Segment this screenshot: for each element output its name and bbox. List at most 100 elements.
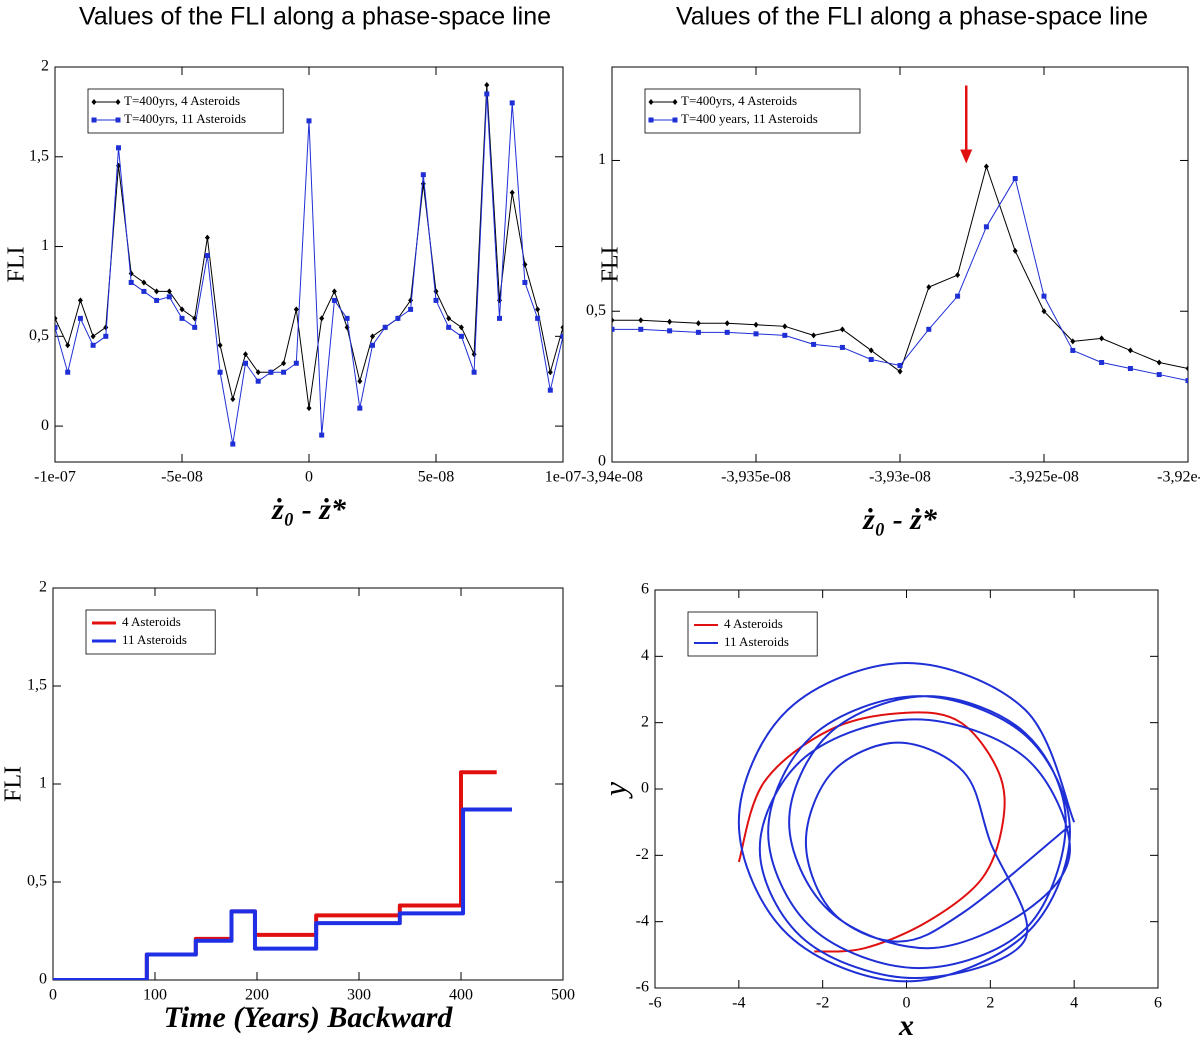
legend-box — [687, 611, 818, 657]
marker — [509, 100, 515, 106]
y-tick-label: 0 — [39, 971, 47, 988]
plot-area — [737, 661, 1076, 983]
marker — [638, 317, 644, 324]
x-tick-label: -3,93e-08 — [869, 469, 931, 486]
series-line — [737, 711, 1006, 953]
x-tick-label: -3,925e-08 — [1009, 469, 1079, 486]
y-tick-label: 2 — [41, 58, 49, 75]
marker — [293, 306, 299, 313]
y-axis-label: FLI — [1, 766, 27, 802]
marker — [370, 333, 375, 340]
y-tick-label: 2 — [39, 579, 47, 596]
y-tick-label: 1 — [598, 151, 606, 168]
marker — [77, 315, 83, 321]
marker — [458, 324, 464, 331]
marker — [955, 293, 961, 299]
marker — [811, 341, 817, 347]
marker — [230, 396, 236, 403]
marker — [1012, 176, 1018, 182]
marker — [77, 297, 83, 304]
marker — [204, 234, 210, 241]
legend-box — [85, 609, 216, 655]
marker — [926, 284, 932, 291]
marker — [458, 333, 464, 339]
marker — [868, 356, 874, 362]
marker — [522, 279, 528, 285]
x-tick-label: 0 — [903, 995, 911, 1012]
marker — [306, 405, 312, 412]
marker — [484, 81, 490, 88]
marker — [230, 441, 236, 447]
marker — [612, 326, 615, 332]
x-tick-label: 0 — [49, 987, 57, 1004]
marker — [331, 288, 337, 295]
marker — [471, 369, 477, 375]
y-tick-label: 1 — [39, 775, 47, 792]
marker — [103, 324, 109, 331]
x-tick-label: 6 — [1154, 995, 1162, 1012]
series-line — [612, 178, 1188, 382]
marker — [648, 117, 654, 123]
marker — [319, 432, 325, 438]
marker — [497, 315, 502, 321]
legend-label: T=400yrs, 11 Asteroids — [124, 111, 246, 126]
marker — [955, 272, 961, 279]
marker — [1185, 378, 1188, 384]
marker — [128, 279, 134, 285]
marker — [255, 369, 261, 376]
chart-title: Values of the FLI along a phase-space li… — [676, 3, 1148, 31]
plot-area — [53, 770, 512, 980]
marker — [395, 315, 401, 321]
y-axis-label: FLI — [598, 246, 624, 282]
y-tick-label: 0,5 — [27, 873, 47, 890]
y-tick-label: 1 — [41, 237, 49, 254]
marker — [204, 253, 210, 259]
marker — [408, 306, 414, 312]
y-tick-label: 0 — [598, 453, 606, 470]
x-tick-label: 2 — [986, 995, 994, 1012]
x-tick-label: 100 — [143, 987, 167, 1004]
marker — [1012, 247, 1018, 254]
marker — [370, 342, 375, 348]
marker — [897, 368, 903, 375]
x-tick-label: 300 — [347, 987, 371, 1004]
marker — [724, 320, 730, 327]
marker — [547, 387, 553, 393]
marker — [1156, 359, 1162, 366]
marker — [217, 342, 223, 349]
legend-label: T=400yrs, 4 Asteroids — [681, 93, 797, 108]
marker — [560, 333, 563, 339]
marker — [115, 99, 121, 105]
x-axis-label: ż₀ - ż* — [862, 503, 938, 536]
marker — [782, 332, 788, 338]
marker — [535, 315, 541, 321]
marker — [306, 118, 312, 124]
marker — [91, 117, 97, 123]
marker — [1099, 335, 1105, 342]
marker — [433, 288, 439, 295]
marker — [192, 324, 198, 330]
series-line — [737, 661, 1076, 983]
marker — [1041, 308, 1047, 315]
plot-area — [55, 81, 563, 447]
marker — [446, 315, 452, 322]
marker — [724, 329, 730, 335]
y-tick-label: -6 — [636, 979, 649, 996]
marker — [179, 306, 185, 313]
legend-label: 11 Asteroids — [724, 634, 789, 649]
marker — [1070, 347, 1076, 353]
marker — [344, 315, 350, 321]
x-tick-label: 500 — [551, 987, 575, 1004]
x-tick-label: -4 — [732, 995, 745, 1012]
marker — [179, 315, 185, 321]
marker — [90, 342, 96, 348]
marker — [983, 163, 989, 170]
marker — [55, 324, 58, 330]
y-axis-label: y — [596, 781, 632, 799]
marker — [547, 369, 553, 376]
x-tick-label: 200 — [245, 987, 269, 1004]
marker — [672, 117, 678, 123]
marker — [90, 333, 96, 340]
marker — [281, 360, 287, 367]
marker — [141, 288, 147, 294]
